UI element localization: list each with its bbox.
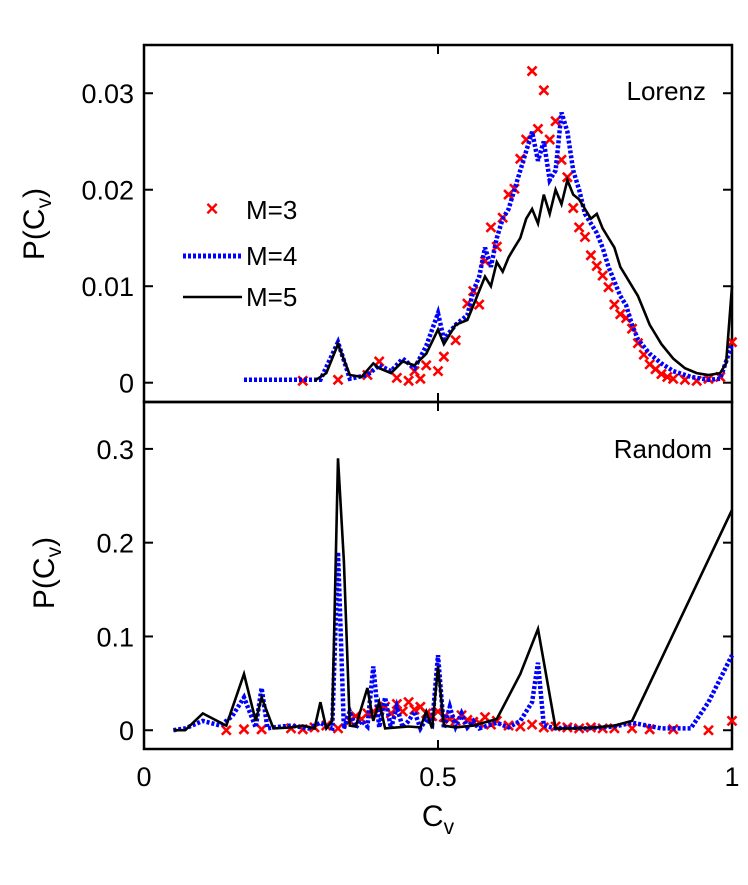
top-point-m3 bbox=[603, 281, 614, 293]
top-y-tick-label: 0.02 bbox=[81, 176, 134, 206]
top-point-m3 bbox=[526, 65, 538, 77]
bottom-y-tick-label: 0 bbox=[119, 716, 134, 746]
top-point-m3 bbox=[573, 221, 585, 233]
top-point-m3 bbox=[632, 337, 644, 349]
top-series-group bbox=[244, 65, 738, 387]
top-point-m3 bbox=[438, 351, 450, 363]
top-point-m3 bbox=[332, 374, 344, 386]
x-tick-label: 1 bbox=[724, 762, 739, 792]
bottom-point-m3 bbox=[332, 722, 344, 734]
top-point-m3 bbox=[538, 84, 550, 96]
legend: × M=3 M=4 M=5 bbox=[183, 195, 297, 312]
top-point-m3 bbox=[420, 359, 432, 371]
top-series-m4 bbox=[244, 111, 735, 383]
bottom-y-tick-label: 0.2 bbox=[96, 529, 134, 559]
top-point-m3 bbox=[414, 373, 426, 385]
top-y-tick-label: 0 bbox=[119, 369, 134, 399]
bottom-point-m3 bbox=[726, 715, 738, 727]
x-axis-label: Cv bbox=[422, 800, 455, 839]
bottom-point-m3 bbox=[703, 724, 714, 736]
bottom-series-group bbox=[173, 458, 738, 737]
top-point-m3 bbox=[585, 249, 597, 261]
top-point-m3 bbox=[550, 115, 562, 127]
bottom-y-tick-label: 0.1 bbox=[96, 622, 134, 652]
top-point-m3 bbox=[579, 231, 591, 243]
top-point-m3 bbox=[626, 323, 638, 335]
top-point-m3 bbox=[656, 368, 667, 380]
top-point-m3 bbox=[450, 334, 462, 346]
top-point-m3 bbox=[614, 308, 626, 320]
bottom-y-ticks: 0 0.1 0.2 0.3 bbox=[96, 402, 733, 749]
legend-marker-m3: × bbox=[206, 196, 219, 221]
top-series-m5 bbox=[313, 175, 734, 382]
top-point-m3 bbox=[667, 373, 679, 385]
top-point-m3 bbox=[391, 372, 403, 384]
legend-label-m4: M=4 bbox=[246, 241, 297, 271]
bottom-panel-title: Random bbox=[614, 434, 712, 464]
legend-label-m3: M=3 bbox=[246, 195, 297, 225]
top-point-m3 bbox=[432, 365, 444, 377]
x-tick-label: 0 bbox=[136, 762, 151, 792]
top-y-axis-label: P(Cv) bbox=[18, 188, 56, 260]
bottom-series-m5 bbox=[173, 458, 734, 732]
top-point-m3 bbox=[532, 123, 544, 135]
top-point-m3 bbox=[597, 270, 609, 282]
top-point-m3 bbox=[485, 221, 497, 233]
top-y-ticks: 0 0.01 0.02 0.03 bbox=[81, 45, 733, 402]
x-tick-label: 0.5 bbox=[419, 762, 457, 792]
top-panel-title: Lorenz bbox=[627, 76, 707, 106]
top-point-m3 bbox=[544, 134, 556, 145]
bottom-point-m3 bbox=[220, 724, 232, 736]
top-point-m3 bbox=[608, 299, 620, 310]
bottom-y-axis-label: P(Cv) bbox=[28, 537, 66, 609]
legend-label-m5: M=5 bbox=[246, 282, 297, 312]
bottom-point-m3 bbox=[256, 723, 268, 735]
top-point-m3 bbox=[567, 202, 579, 214]
top-point-m3 bbox=[403, 375, 415, 387]
top-y-tick-label: 0.01 bbox=[81, 272, 134, 302]
top-point-m3 bbox=[591, 260, 603, 272]
bottom-point-m3 bbox=[238, 723, 250, 735]
x-ticks: 0 0.5 1 bbox=[136, 762, 739, 792]
bottom-series-m4 bbox=[173, 552, 735, 737]
bottom-point-m3 bbox=[644, 723, 656, 735]
bottom-point-m3 bbox=[526, 719, 538, 731]
bottom-y-tick-label: 0.3 bbox=[96, 435, 134, 465]
top-y-tick-label: 0.03 bbox=[81, 79, 134, 109]
